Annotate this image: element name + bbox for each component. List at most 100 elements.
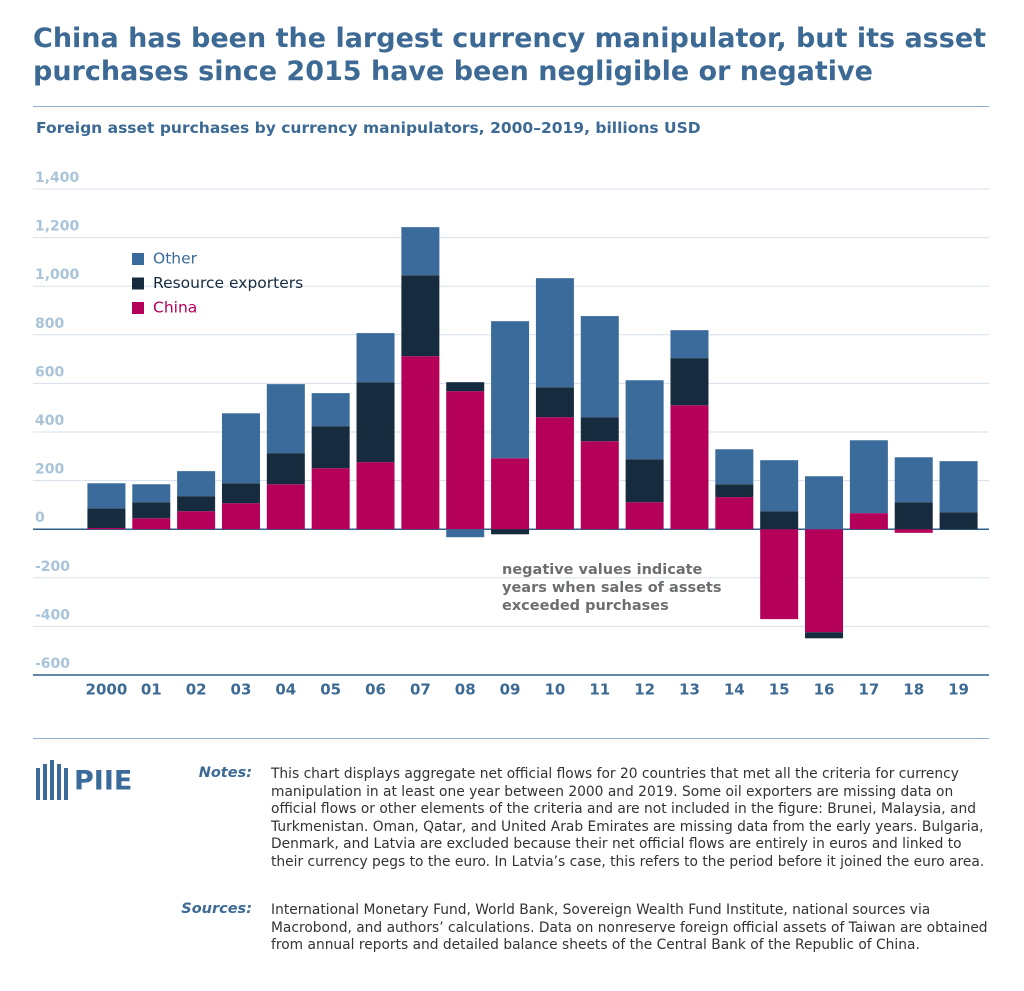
bar-segment xyxy=(401,227,440,276)
x-tick-label: 10 xyxy=(544,681,565,699)
bar-segment xyxy=(177,511,216,530)
y-tick-label: 1,400 xyxy=(35,170,80,186)
logo: PIIE xyxy=(36,758,146,806)
y-tick-label: 800 xyxy=(35,316,64,332)
bar-segment xyxy=(580,441,619,530)
bar-segment xyxy=(939,512,978,530)
legend-swatch xyxy=(132,253,144,265)
bar-segment xyxy=(535,417,574,530)
bar-segment xyxy=(625,502,664,530)
bar-segment xyxy=(266,484,305,530)
bar-segment xyxy=(805,529,844,633)
y-tick-label: 0 xyxy=(35,510,45,526)
sources-label: Sources: xyxy=(181,901,252,917)
chart: -600 -400 -200 0 200 400 600 800 1,000 1,200 1,400… xyxy=(33,170,989,699)
bar-segment xyxy=(221,503,260,530)
bar-segment xyxy=(625,459,664,503)
bar-segment xyxy=(356,462,395,530)
x-tick-label: 15 xyxy=(769,681,790,699)
x-tick-label: 01 xyxy=(141,681,162,699)
x-tick-label: 19 xyxy=(948,681,969,699)
x-tick-label: 18 xyxy=(903,681,924,699)
x-tick-label: 13 xyxy=(679,681,700,699)
bar-segment xyxy=(715,449,754,485)
chart-title: China has been the largest currency mani… xyxy=(33,23,987,87)
x-tick-label: 04 xyxy=(275,681,296,699)
bar-segment xyxy=(401,275,440,357)
bar-segment xyxy=(221,483,260,504)
notes-text: This chart displays aggregate net offici… xyxy=(271,766,985,870)
y-tick-label: 1,200 xyxy=(35,219,80,235)
bar-segment xyxy=(580,417,619,442)
bar-segment xyxy=(760,511,799,530)
bar-segment xyxy=(491,321,530,459)
y-tick-label: 200 xyxy=(35,462,64,478)
bar-segment xyxy=(132,484,171,503)
legend-label: China xyxy=(153,299,197,317)
annotation: years when sales of assets xyxy=(502,580,721,596)
bar-segment xyxy=(670,358,709,406)
legend-label: Resource exporters xyxy=(153,274,303,292)
bar-segment xyxy=(356,382,395,463)
bar-segment xyxy=(87,483,126,509)
bar-segment xyxy=(760,529,799,620)
bar-segment xyxy=(894,457,933,503)
y-tick-label: 600 xyxy=(35,364,64,380)
bar-segment xyxy=(849,513,888,530)
bar-segment xyxy=(177,496,216,512)
bar-segment xyxy=(221,413,260,484)
x-tick-label: 14 xyxy=(724,681,745,699)
bar-segment xyxy=(311,426,350,469)
x-tick-label: 2000 xyxy=(86,681,128,699)
bar-segment xyxy=(446,529,485,538)
bar-segment xyxy=(132,518,171,530)
bar-segment xyxy=(894,529,933,533)
bar-segment xyxy=(670,330,709,359)
x-tick-label: 16 xyxy=(814,681,835,699)
y-tick-label: 1,000 xyxy=(35,267,80,283)
x-tick-label: 06 xyxy=(365,681,386,699)
bar-segment xyxy=(580,316,619,418)
bar-segment xyxy=(356,333,395,383)
bar-segment xyxy=(805,632,844,639)
bar-segment xyxy=(939,461,978,513)
bar-segment xyxy=(87,527,126,530)
bar-segment xyxy=(894,502,933,530)
x-tick-label: 17 xyxy=(858,681,879,699)
y-tick-label: -200 xyxy=(35,559,70,575)
bar-segment xyxy=(446,391,485,530)
bar-segment xyxy=(715,484,754,498)
legend-swatch xyxy=(132,277,144,290)
divider xyxy=(33,738,989,739)
notes-label: Notes: xyxy=(198,765,252,781)
x-tick-label: 08 xyxy=(455,681,476,699)
annotation: exceeded purchases xyxy=(502,598,669,614)
bar-segment xyxy=(760,460,799,512)
x-tick-label: 11 xyxy=(589,681,610,699)
x-tick-label: 07 xyxy=(410,681,431,699)
x-tick-label: 09 xyxy=(500,681,521,699)
bar-segment xyxy=(491,529,530,535)
bar-segment xyxy=(311,393,350,427)
chart-subtitle: Foreign asset purchases by currency mani… xyxy=(36,119,701,137)
bar-segment xyxy=(670,405,709,530)
bar-segment xyxy=(87,508,126,528)
y-tick-label: 400 xyxy=(35,413,64,429)
bar-segment xyxy=(132,502,171,519)
y-tick-label: -400 xyxy=(35,607,70,623)
bar-segment xyxy=(446,382,485,392)
bar-segment xyxy=(535,387,574,418)
divider xyxy=(33,106,989,107)
bar-segment xyxy=(715,497,754,530)
bar-segment xyxy=(266,453,305,485)
x-tick-label: 05 xyxy=(320,681,341,699)
x-tick-label: 12 xyxy=(634,681,655,699)
annotation: negative values indicate xyxy=(502,562,703,578)
sources-text: International Monetary Fund, World Bank,… xyxy=(271,902,988,953)
logo-text: PIIE xyxy=(74,766,132,797)
x-tick-label: 02 xyxy=(186,681,207,699)
x-tick-label: 03 xyxy=(231,681,252,699)
legend-label: Other xyxy=(153,250,198,268)
y-tick-label: -600 xyxy=(35,656,70,672)
